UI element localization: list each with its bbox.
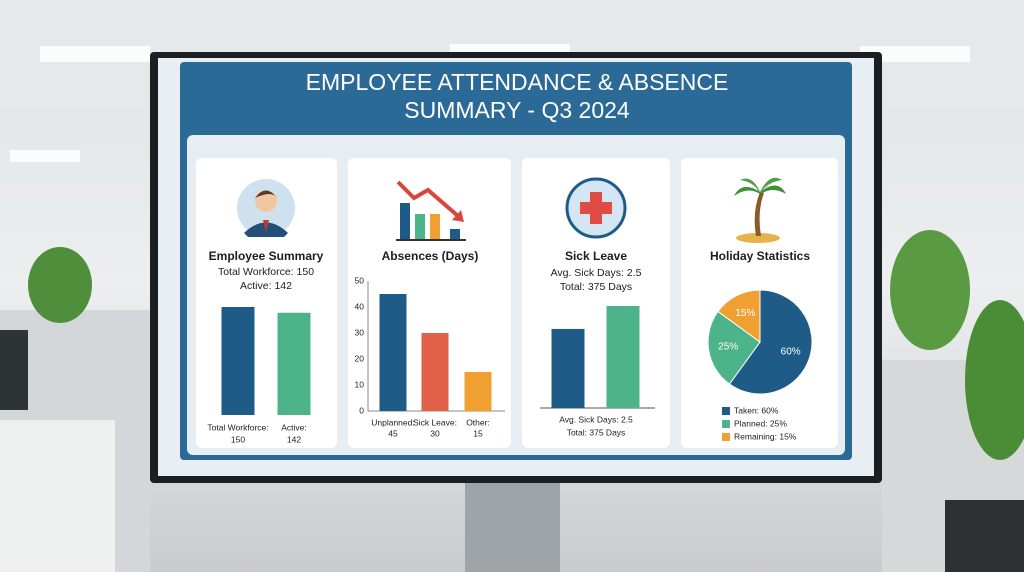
y-tick-label: 50 bbox=[355, 275, 365, 285]
legend-swatch bbox=[722, 433, 730, 441]
y-tick-label: 20 bbox=[355, 353, 365, 363]
person-icon bbox=[237, 179, 295, 237]
pie-slice bbox=[728, 289, 813, 395]
y-tick-label: 30 bbox=[355, 327, 365, 337]
card-subtitle: Active: 142 bbox=[240, 280, 292, 292]
pie-slice bbox=[707, 310, 761, 385]
plant bbox=[965, 300, 1024, 460]
data-label: 142 bbox=[287, 434, 301, 444]
x-tick-label: Other: bbox=[466, 417, 490, 427]
slice-label: 25% bbox=[718, 342, 738, 353]
legend-swatch bbox=[722, 420, 730, 428]
ceiling-light bbox=[10, 150, 80, 162]
slice-label: 60% bbox=[781, 347, 801, 358]
card-title: Employee Summary bbox=[209, 249, 324, 263]
bar bbox=[606, 306, 640, 408]
bar bbox=[421, 333, 449, 411]
y-tick-label: 10 bbox=[355, 379, 365, 389]
chair bbox=[0, 330, 28, 410]
x-tick-label: Total Workforce: bbox=[207, 422, 268, 432]
palm-tree-icon bbox=[734, 177, 786, 243]
data-label: 45 bbox=[388, 428, 398, 438]
dashboard-title: SUMMARY - Q3 2024 bbox=[404, 97, 630, 123]
data-label: 15 bbox=[473, 428, 483, 438]
cabinet bbox=[0, 420, 115, 572]
plant bbox=[28, 247, 92, 323]
declining-bars-icon bbox=[396, 180, 466, 241]
card-subtitle: Total Workforce: 150 bbox=[218, 266, 314, 278]
ceiling-light bbox=[450, 44, 570, 54]
slice-label: 15% bbox=[735, 308, 755, 319]
legend-swatch bbox=[722, 407, 730, 415]
caption: Avg. Sick Days: 2.5 bbox=[559, 414, 633, 424]
y-tick-label: 0 bbox=[359, 405, 364, 415]
card-title: Absences (Days) bbox=[382, 249, 479, 263]
x-tick-label: Sick Leave: bbox=[413, 417, 457, 427]
bar bbox=[551, 328, 585, 408]
data-label: 30 bbox=[430, 428, 440, 438]
bar bbox=[277, 312, 311, 415]
monitor-stand bbox=[465, 483, 560, 572]
card-subtitle: Avg. Sick Days: 2.5 bbox=[551, 267, 642, 279]
medical-cross-icon bbox=[565, 177, 627, 239]
legend-label: Remaining: 15% bbox=[734, 431, 797, 441]
data-label: 150 bbox=[231, 434, 245, 444]
pie-slice bbox=[717, 289, 761, 343]
bar bbox=[221, 307, 255, 415]
x-tick-label: Unplanned: bbox=[371, 417, 414, 427]
plant bbox=[890, 230, 970, 350]
ceiling-light bbox=[40, 46, 150, 62]
ceiling-light bbox=[860, 46, 970, 62]
plant-pot bbox=[945, 500, 1024, 572]
bar bbox=[379, 294, 407, 411]
caption: Total: 375 Days bbox=[567, 427, 626, 437]
card-title: Sick Leave bbox=[565, 249, 627, 263]
card-subtitle: Total: 375 Days bbox=[560, 281, 632, 293]
y-tick-label: 40 bbox=[355, 301, 365, 311]
legend-label: Planned: 25% bbox=[734, 418, 787, 428]
x-tick-label: Active: bbox=[281, 422, 307, 432]
dashboard-title: EMPLOYEE ATTENDANCE & ABSENCE bbox=[306, 69, 729, 95]
bar bbox=[464, 372, 492, 411]
legend-label: Taken: 60% bbox=[734, 405, 779, 415]
card-title: Holiday Statistics bbox=[710, 249, 810, 263]
